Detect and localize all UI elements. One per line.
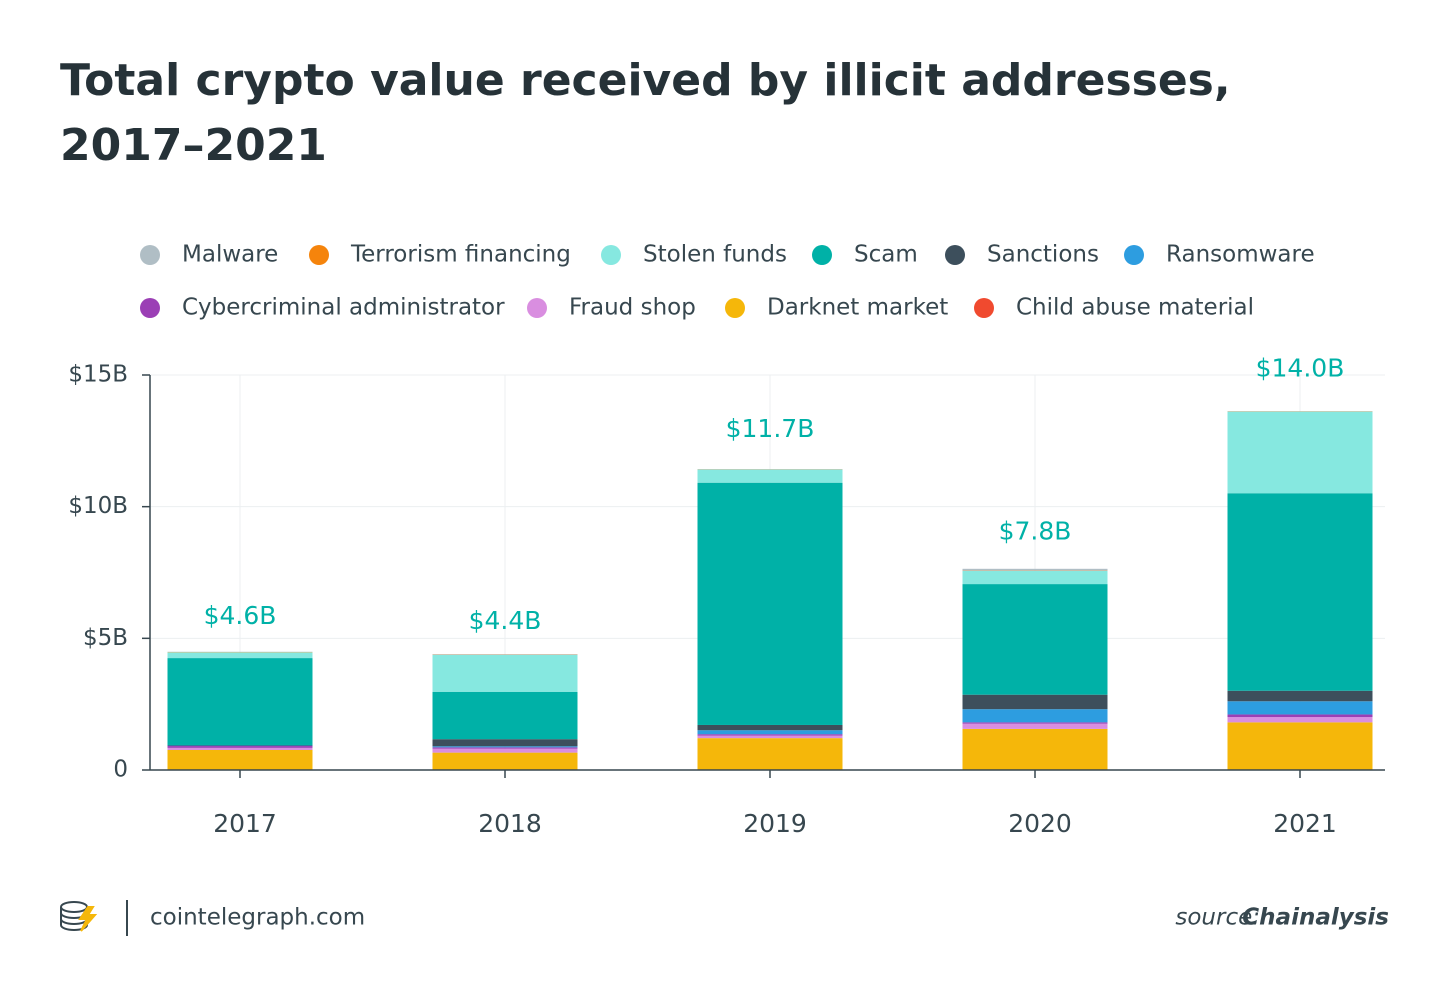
bar-segment [1227, 717, 1373, 723]
chart-title: Total crypto value received by illicit a… [60, 55, 1231, 106]
total-label: $4.4B [469, 606, 542, 635]
bar-segment [432, 691, 578, 740]
bar-segment [1227, 690, 1373, 702]
total-label: $4.6B [204, 601, 277, 630]
bar-segment [1227, 701, 1373, 715]
y-tick-label: $5B [83, 625, 128, 651]
bar-segment [432, 748, 578, 753]
bar-segment [962, 694, 1108, 710]
legend-label: Cybercriminal administrator [182, 295, 505, 321]
legend-swatch [601, 245, 621, 265]
bar-segment [697, 469, 843, 483]
bar-segment [432, 739, 578, 747]
bar-segment [1227, 411, 1373, 494]
bar-segment [167, 745, 313, 747]
x-tick-label: 2021 [1273, 809, 1337, 838]
legend-swatch [1124, 245, 1144, 265]
y-tick-label: $15B [68, 362, 128, 388]
bar-segment [962, 722, 1108, 724]
bar-segment [167, 747, 313, 750]
bar-segment [167, 744, 313, 746]
x-tick-label: 2020 [1008, 809, 1072, 838]
bar-segment [167, 746, 313, 748]
legend-label: Scam [854, 242, 918, 268]
x-tick-label: 2019 [743, 809, 807, 838]
bar-segment [962, 568, 1108, 571]
legend-swatch [140, 245, 160, 265]
legend-swatch [812, 245, 832, 265]
legend-swatch [945, 245, 965, 265]
bar-segment [1227, 714, 1373, 718]
site-name: cointelegraph.com [150, 905, 365, 931]
bar-segment [697, 738, 843, 770]
y-tick-label: $10B [68, 493, 128, 519]
logo [60, 901, 98, 932]
bar-segment [697, 730, 843, 735]
legend-label: Ransomware [1166, 242, 1315, 268]
bar-segment [697, 734, 843, 736]
legend-label: Child abuse material [1016, 295, 1254, 321]
total-label: $14.0B [1256, 353, 1345, 382]
bar-segment [962, 570, 1108, 585]
bar-segment [432, 752, 578, 770]
bar-segment [962, 723, 1108, 729]
bar-segment [1227, 493, 1373, 691]
legend-label: Malware [182, 242, 278, 268]
legend-swatch [309, 245, 329, 265]
bar-segment [962, 709, 1108, 723]
legend-label: Fraud shop [569, 295, 696, 321]
x-tick-label: 2018 [478, 809, 542, 838]
total-label: $11.7B [726, 414, 815, 443]
bar-segment [432, 654, 578, 692]
bar-segment [167, 652, 313, 659]
y-tick-label: 0 [113, 757, 128, 783]
bar-segment [1227, 722, 1373, 770]
legend-label: Terrorism financing [350, 242, 571, 268]
bar-segment [432, 747, 578, 749]
legend-swatch [974, 298, 994, 318]
bar-segment [962, 728, 1108, 770]
source: Chainalysis [1242, 905, 1389, 931]
chart-title: 2017–2021 [60, 120, 327, 171]
legend-swatch [725, 298, 745, 318]
bar-segment [167, 658, 313, 745]
legend-swatch [527, 298, 547, 318]
bar-segment [697, 482, 843, 725]
bar-segment [167, 749, 313, 770]
legend-label: Darknet market [767, 295, 948, 321]
x-tick-label: 2017 [213, 809, 277, 838]
source-label: source: [1175, 905, 1260, 931]
legend-label: Sanctions [987, 242, 1099, 268]
bar-segment [962, 584, 1108, 695]
bar-segment [697, 735, 843, 739]
bar-segment [432, 654, 578, 655]
total-label: $7.8B [999, 517, 1072, 546]
bar-segment [432, 746, 578, 748]
legend-swatch [140, 298, 160, 318]
bar-segment [697, 724, 843, 731]
legend-label: Stolen funds [643, 242, 787, 268]
